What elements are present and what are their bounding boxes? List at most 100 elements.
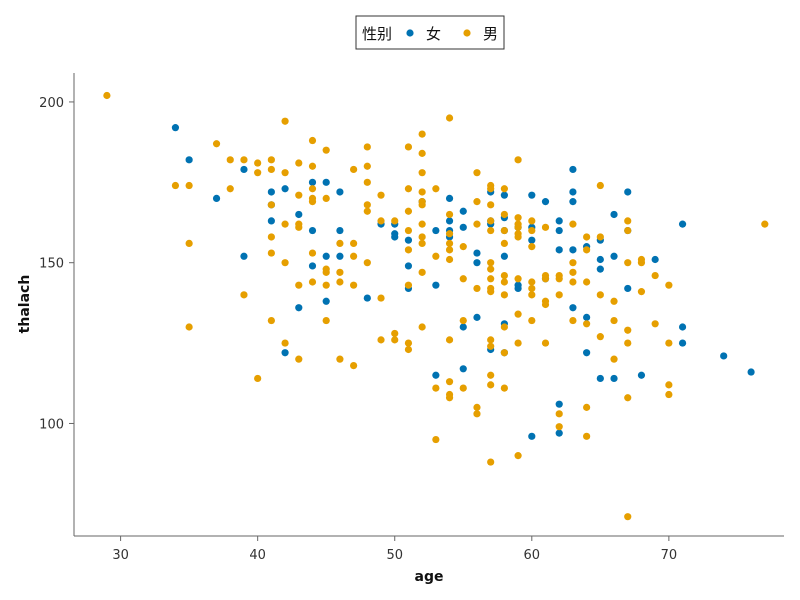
data-point-male (391, 336, 399, 344)
legend: 性别 女 男 (355, 15, 505, 50)
data-point-male (473, 220, 481, 228)
data-point-male (610, 355, 618, 363)
data-point-female (583, 313, 591, 321)
legend-title: 性别 (362, 25, 392, 43)
data-point-male (322, 268, 330, 276)
x-axis-title: age (415, 569, 444, 585)
data-point-male (445, 246, 454, 254)
data-point-male (254, 374, 262, 383)
data-point-female (569, 246, 577, 254)
data-point-male (610, 297, 618, 305)
data-point-male (267, 233, 275, 241)
data-point-female (336, 226, 344, 235)
data-point-female (555, 429, 563, 437)
y-tick-label: 150 (39, 257, 64, 272)
data-point-male (624, 226, 632, 235)
data-point-male (295, 281, 303, 289)
data-point-female (528, 236, 536, 244)
data-point-male (487, 275, 495, 283)
y-tick-label: 100 (39, 417, 64, 432)
data-point-male (541, 300, 550, 309)
data-point-female (212, 194, 221, 202)
data-point-male (322, 316, 330, 325)
data-point-male (445, 336, 454, 344)
data-point-male (514, 223, 522, 231)
data-point-female (432, 371, 440, 379)
data-point-female (240, 252, 248, 260)
data-point-female (500, 252, 508, 260)
data-point-male (500, 271, 508, 280)
data-point-male (418, 233, 426, 241)
data-point-male (500, 226, 508, 235)
data-point-female (528, 432, 536, 440)
data-point-female (678, 339, 687, 347)
data-point-male (637, 288, 646, 296)
data-point-male (487, 458, 495, 466)
data-point-male (487, 336, 495, 344)
data-point-female (432, 281, 440, 289)
data-point-male (377, 294, 385, 302)
data-point-male (308, 162, 317, 170)
data-point-male (254, 169, 262, 177)
data-point-male (404, 226, 413, 235)
y-tick-label: 200 (39, 96, 64, 111)
data-point-female (459, 365, 467, 373)
data-point-male (528, 278, 536, 286)
data-point-male (473, 198, 481, 206)
data-point-male (514, 452, 522, 460)
data-point-male (171, 181, 180, 190)
data-point-male (555, 410, 563, 418)
data-point-female (363, 294, 371, 302)
data-point-male (583, 320, 591, 328)
data-point-male (528, 226, 536, 235)
data-point-male (665, 281, 673, 289)
data-point-male (514, 214, 522, 222)
data-point-male (418, 188, 426, 196)
data-point-female (185, 156, 193, 164)
data-point-female (596, 255, 604, 264)
data-point-female (473, 259, 481, 267)
data-point-male (308, 185, 317, 193)
data-point-male (569, 259, 577, 267)
data-point-male (240, 291, 248, 299)
data-point-female (432, 226, 440, 235)
data-point-male (322, 146, 330, 154)
data-point-male (569, 220, 577, 228)
data-point-male (500, 278, 508, 286)
data-point-male (596, 233, 604, 241)
data-point-male (363, 143, 371, 151)
data-point-female (678, 323, 687, 331)
points-layer (103, 91, 769, 521)
data-point-male (583, 278, 591, 286)
data-point-male (377, 191, 385, 199)
data-point-male (363, 162, 371, 170)
data-point-female (624, 188, 632, 196)
data-point-female (295, 304, 303, 312)
data-point-female (610, 210, 618, 219)
data-point-male (308, 249, 317, 257)
data-point-male (363, 259, 371, 267)
data-point-male (541, 275, 550, 283)
data-point-female (500, 191, 508, 199)
data-point-female (651, 255, 659, 264)
data-point-male (596, 291, 604, 299)
data-point-male (350, 361, 358, 370)
data-point-male (761, 220, 769, 228)
data-point-female (610, 374, 618, 383)
data-point-male (267, 165, 275, 174)
data-point-male (459, 316, 467, 325)
data-point-male (226, 156, 234, 164)
data-point-female (336, 188, 344, 196)
legend-marker-female (406, 29, 414, 37)
data-point-male (487, 226, 495, 235)
data-point-male (514, 310, 522, 318)
data-point-male (432, 384, 440, 392)
data-point-male (308, 136, 317, 145)
data-point-female (281, 185, 289, 193)
data-point-female (308, 178, 317, 186)
data-point-male (322, 281, 330, 289)
data-point-male (637, 259, 646, 267)
data-point-male (336, 239, 344, 248)
data-point-male (295, 159, 303, 167)
data-point-male (665, 381, 673, 389)
